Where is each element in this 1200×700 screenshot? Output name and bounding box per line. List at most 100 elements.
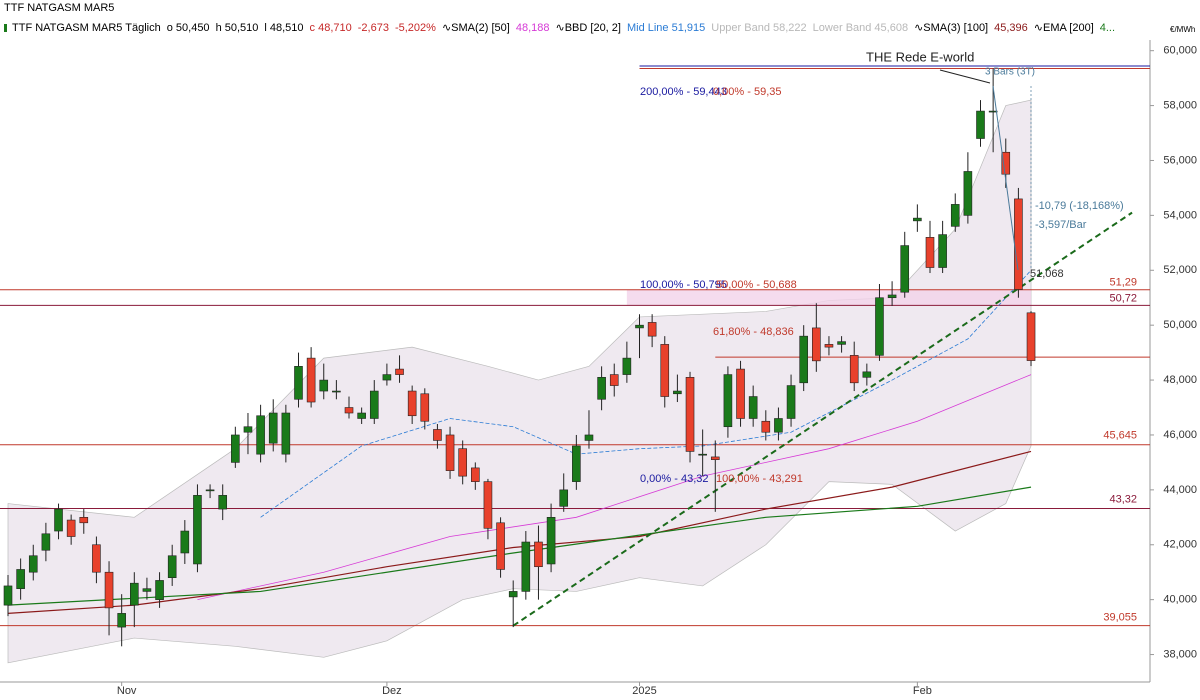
- zone: [626, 289, 1032, 306]
- legend-item: 4...: [1100, 22, 1115, 34]
- x-tick-label: Feb: [913, 685, 932, 697]
- candle-body: [786, 385, 796, 419]
- y-tick-label: 42,000: [1163, 539, 1197, 551]
- candle-body: [748, 396, 758, 419]
- y-tick-label: 50,000: [1163, 319, 1197, 331]
- candle-body: [16, 569, 25, 589]
- legend-item: l 48,510: [264, 22, 303, 34]
- x-tick-label: 2025: [632, 685, 656, 697]
- candle-body: [584, 434, 594, 441]
- candle-body: [205, 489, 215, 492]
- candle-body: [281, 412, 291, 455]
- candle-body: [534, 541, 543, 568]
- candle-body: [180, 530, 190, 554]
- indicator-line: [512, 211, 1133, 627]
- candle-body: [1014, 198, 1023, 290]
- legend-item: ∿EMA [200]: [1034, 22, 1094, 34]
- header: TTF NATGASM MAR5 Täglich o 50,450 h 50,510…: [4, 22, 1115, 34]
- candle-body: [736, 368, 745, 419]
- candle-body: [938, 234, 947, 268]
- candle-body: [458, 448, 467, 477]
- candle-body: [92, 544, 101, 573]
- candle-body: [1001, 151, 1011, 175]
- candle-body: [824, 344, 834, 348]
- y-tick-label: 56,000: [1163, 154, 1197, 166]
- candle-body: [54, 508, 63, 532]
- x-tick-label: Dez: [382, 685, 402, 697]
- candle-body: [483, 481, 493, 529]
- candle-body: [496, 522, 505, 570]
- annotation-arrow: [939, 69, 991, 84]
- candle-body: [685, 377, 695, 452]
- candle-body: [546, 517, 556, 565]
- candle-body: [117, 613, 126, 628]
- fib-label: 200,00% - 59,443: [640, 86, 727, 98]
- candle-body: [332, 390, 341, 393]
- candle-body: [913, 217, 922, 222]
- legend-item: Mid Line 51,915: [627, 22, 705, 34]
- candle-body: [837, 341, 846, 345]
- candle-body: [319, 379, 329, 392]
- candle-body: [963, 171, 973, 216]
- candle-body: [812, 327, 821, 362]
- candle-body: [647, 322, 657, 337]
- candle-body: [723, 374, 733, 428]
- candle-body: [3, 585, 13, 606]
- level-label: 39,055: [1103, 611, 1137, 623]
- candle-body: [256, 415, 265, 455]
- annotation: -10,79 (-18,168%): [1035, 200, 1124, 212]
- candle-body: [862, 371, 872, 378]
- candle-body: [849, 355, 859, 384]
- x-tick-label: Nov: [117, 685, 137, 697]
- legend-item: Lower Band 45,608: [813, 22, 908, 34]
- fib-label: 61,80% - 48,836: [713, 326, 794, 338]
- legend-item: o 50,450: [167, 22, 210, 34]
- level-label: 43,32: [1109, 493, 1137, 505]
- fib-label: 50,00% - 50,688: [716, 279, 797, 291]
- y-tick-label: 38,000: [1163, 648, 1197, 660]
- candle-body: [710, 456, 720, 460]
- candle-body: [508, 591, 518, 598]
- candle-body: [900, 245, 910, 293]
- indicator-line: [7, 486, 1032, 606]
- candle-body: [609, 374, 619, 386]
- candle-body: [193, 495, 202, 565]
- legend-item: 45,396: [994, 22, 1028, 34]
- legend-item: c 48,710: [310, 22, 352, 34]
- fib-label: 0,00% - 59,35: [713, 86, 782, 98]
- candle-body: [243, 426, 253, 433]
- candle-body: [66, 519, 76, 537]
- level-label: 50,72: [1109, 292, 1137, 304]
- level-label: 45,645: [1103, 430, 1137, 442]
- y-tick-label: 44,000: [1163, 484, 1197, 496]
- candle-body: [950, 204, 960, 227]
- fib-label: 100,00% - 50,795: [640, 279, 727, 291]
- candle-body: [155, 580, 164, 600]
- annotation: 3 Bars (3T): [985, 67, 1035, 78]
- bollinger-band: [7, 99, 1032, 664]
- legend-item: 48,188: [516, 22, 550, 34]
- legend-item: Upper Band 58,222: [711, 22, 806, 34]
- candle-body: [597, 377, 606, 400]
- candle-body: [559, 489, 569, 507]
- candle-body: [79, 517, 89, 524]
- candle-body: [231, 434, 240, 463]
- candle-body: [774, 418, 783, 433]
- candle-body: [698, 453, 707, 456]
- candle-body: [306, 357, 316, 403]
- candle-body: [268, 412, 278, 444]
- y-tick-label: 48,000: [1163, 374, 1197, 386]
- fib-label: 0,00% - 43,32: [640, 473, 709, 485]
- legend-item: -2,673: [358, 22, 389, 34]
- legend-item: TTF NATGASM MAR5 Täglich: [12, 22, 161, 34]
- candle-body: [521, 541, 531, 592]
- y-tick-label: 52,000: [1163, 264, 1197, 276]
- candle-body: [925, 237, 935, 268]
- candle-body: [887, 294, 897, 299]
- annotation: -3,597/Bar: [1035, 219, 1087, 231]
- level-label: 51,29: [1109, 277, 1137, 289]
- y-tick-label: 46,000: [1163, 429, 1197, 441]
- legend-item: ∿SMA(2) [50]: [442, 22, 510, 34]
